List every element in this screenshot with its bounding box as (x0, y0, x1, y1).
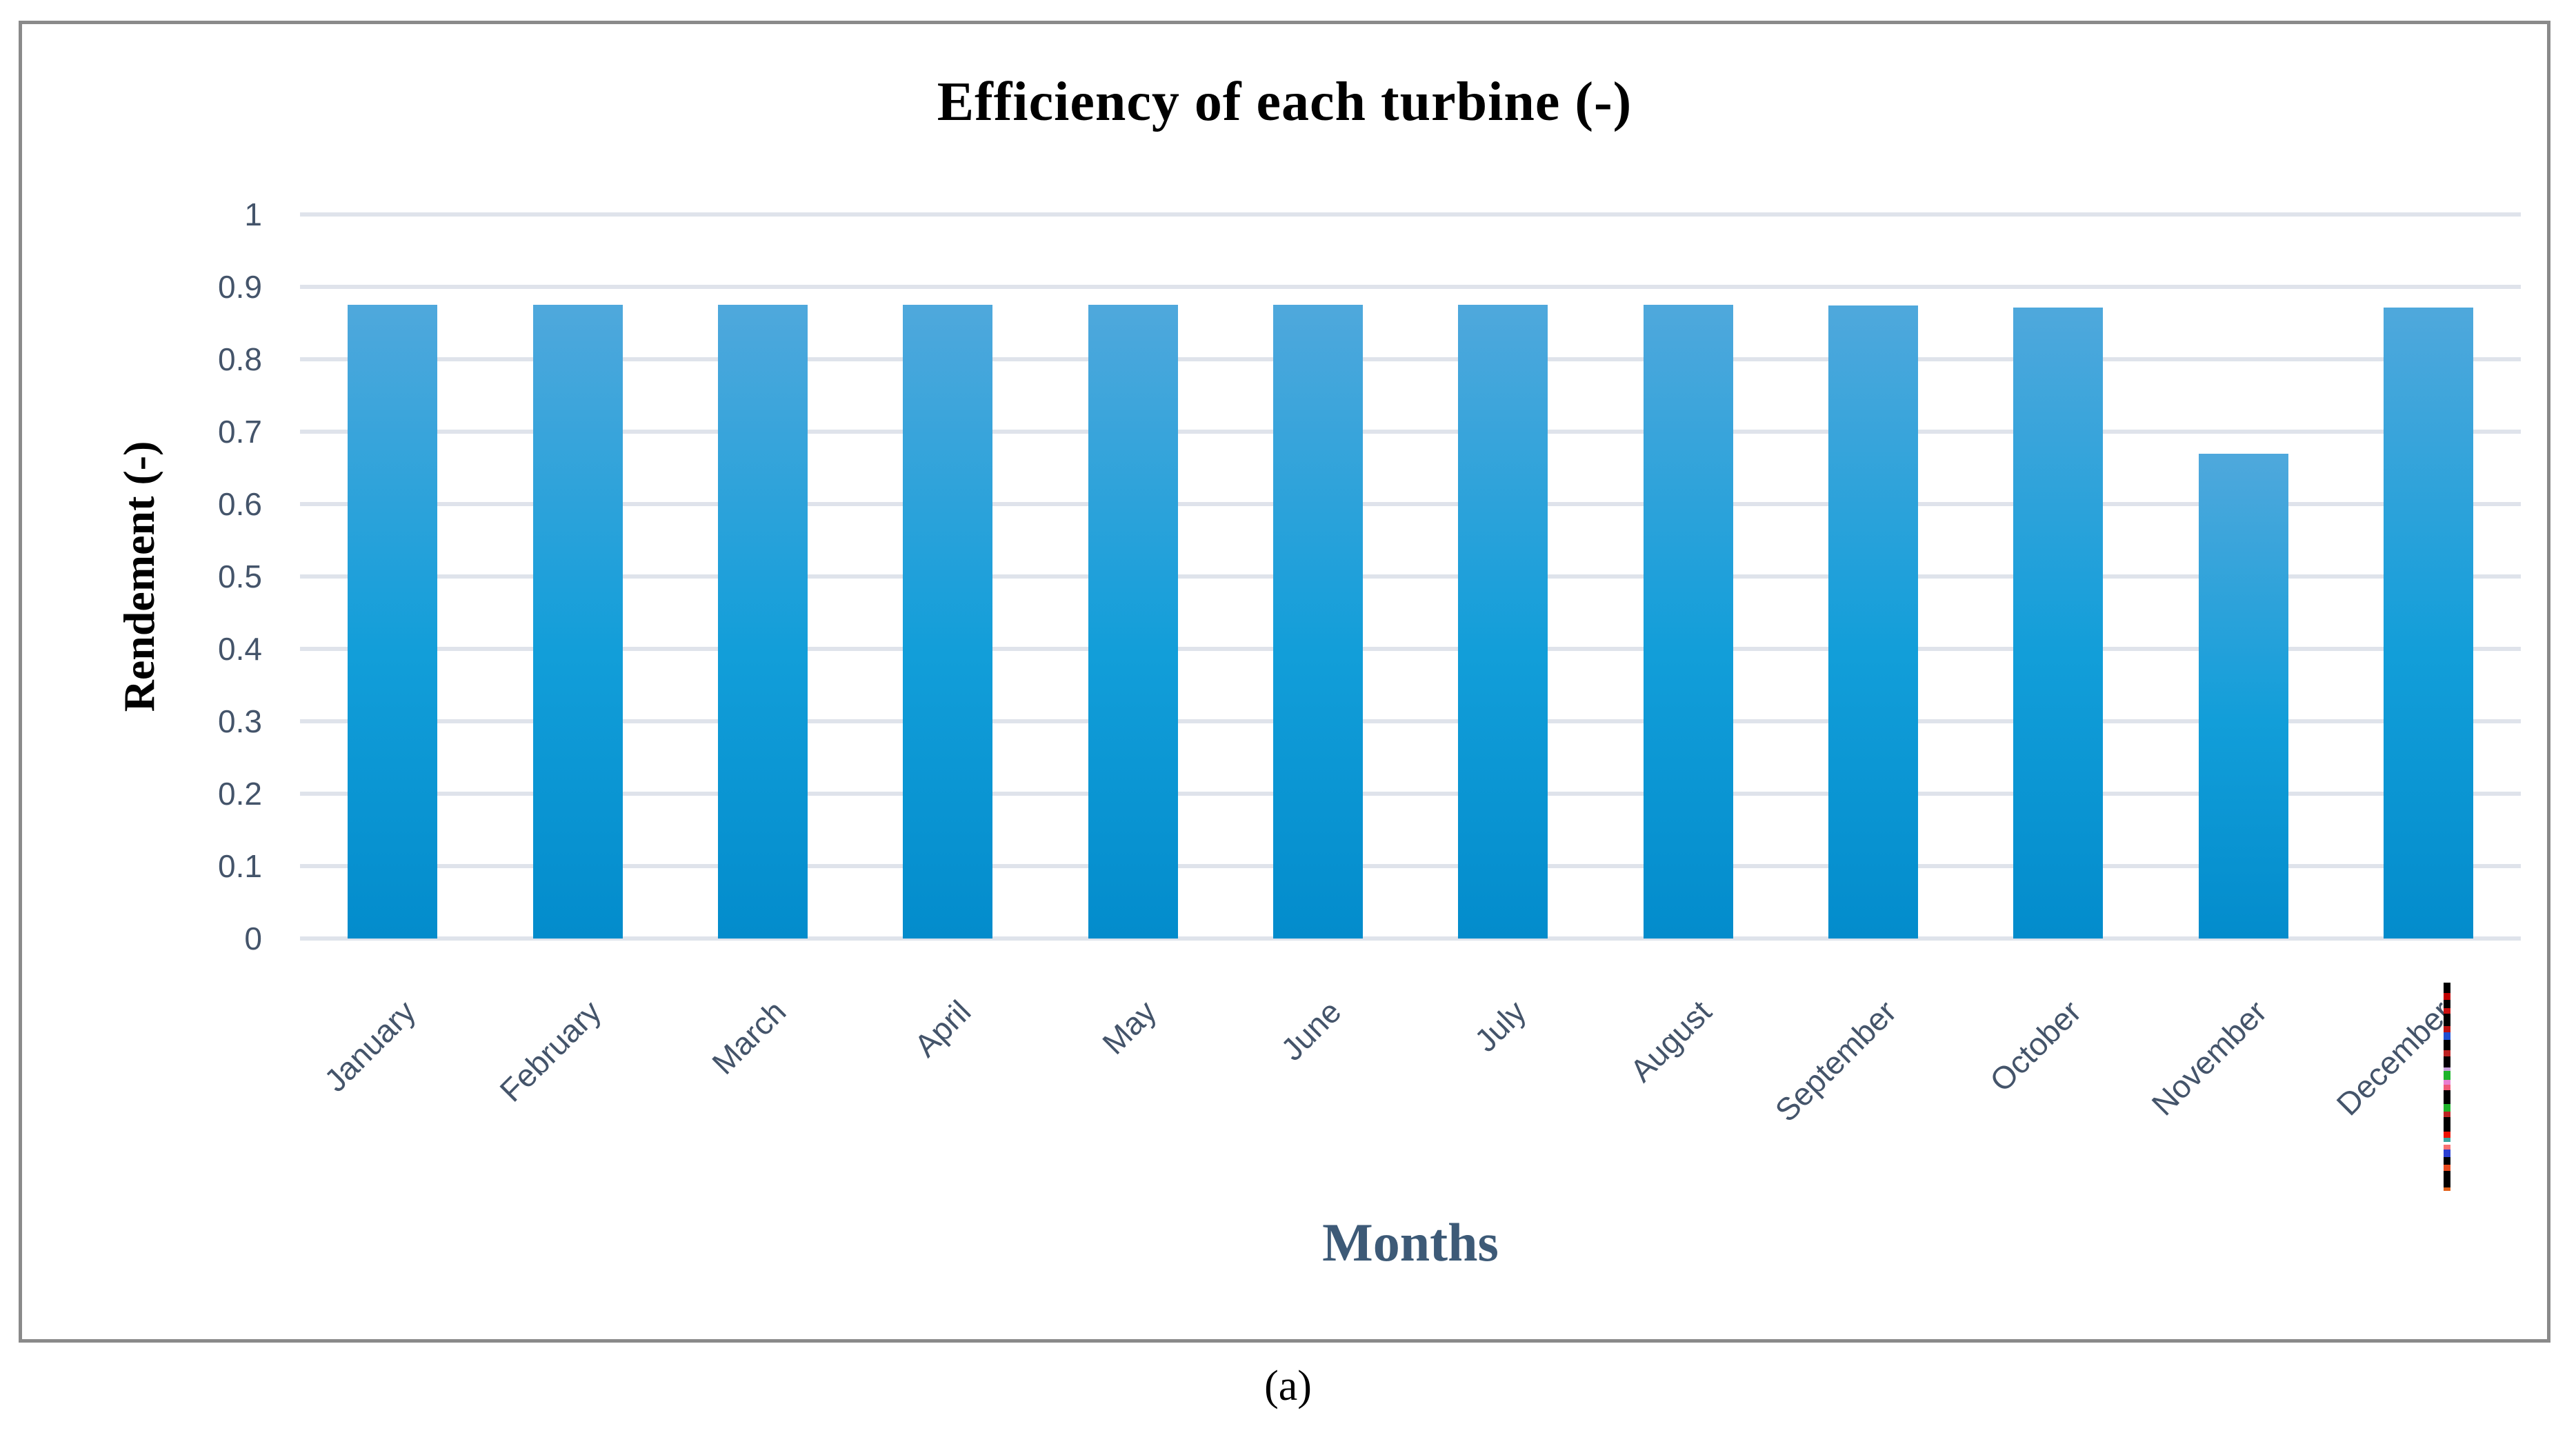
gridline-y-0.7 (300, 430, 2521, 434)
x-tick-label-september: September (1768, 993, 1904, 1129)
x-tick-label-june: June (1273, 993, 1348, 1067)
x-tick-label-december: December (2329, 993, 2459, 1123)
edge-mark-segment-23 (2444, 1156, 2450, 1165)
gridline-y-0.2 (300, 792, 2521, 796)
edge-mark-segment-26 (2444, 1187, 2450, 1192)
x-tick-label-july: July (1467, 993, 1533, 1059)
edge-mark-segment-6 (2444, 1032, 2450, 1041)
bar-december (2383, 308, 2473, 939)
x-tick-label-january: January (317, 993, 423, 1099)
chart-frame: Efficiency of each turbine (-) Rendement… (19, 21, 2550, 1343)
x-tick-label-may: May (1095, 993, 1163, 1061)
y-tick-label-0.2: 0.2 (218, 776, 262, 812)
edge-mark-segment-13 (2444, 1084, 2450, 1090)
edge-color-mark (2444, 983, 2450, 1192)
y-tick-label-0.1: 0.1 (218, 848, 262, 884)
edge-mark-segment-19 (2444, 1138, 2450, 1142)
y-tick-label-0.7: 0.7 (218, 414, 262, 450)
chart-title: Efficiency of each turbine (-) (937, 72, 1633, 132)
bar-november (2198, 453, 2288, 939)
bar-february (532, 305, 623, 939)
gridline-y-0.3 (300, 719, 2521, 723)
edge-mark-segment-0 (2444, 983, 2450, 994)
gridline-y-0.8 (300, 357, 2521, 361)
edge-mark-segment-7 (2444, 1040, 2450, 1051)
gridline-y-0.1 (300, 864, 2521, 868)
edge-mark-segment-4 (2444, 1014, 2450, 1026)
y-tick-label-0.8: 0.8 (218, 341, 262, 377)
edge-mark-segment-15 (2444, 1104, 2450, 1112)
gridline-y-1 (300, 212, 2521, 217)
gridline-y-0.4 (300, 647, 2521, 651)
gridline-y-0.5 (300, 574, 2521, 579)
y-tick-label-0.4: 0.4 (218, 631, 262, 667)
edge-mark-segment-21 (2444, 1145, 2450, 1150)
x-tick-label-november: November (2144, 993, 2273, 1123)
edge-mark-segment-12 (2444, 1079, 2450, 1085)
y-tick-label-0: 0 (244, 921, 262, 956)
bar-september (1828, 305, 1918, 939)
gridline-y-0.6 (300, 502, 2521, 506)
y-tick-label-0.9: 0.9 (218, 269, 262, 305)
x-tick-label-august: August (1622, 993, 1718, 1089)
edge-mark-segment-14 (2444, 1090, 2450, 1105)
bar-march (717, 305, 808, 939)
gridline-y-0.9 (300, 285, 2521, 289)
bar-april (903, 305, 993, 939)
bar-august (1643, 305, 1733, 939)
edge-mark-segment-1 (2444, 993, 2450, 1000)
edge-mark-segment-9 (2444, 1056, 2450, 1067)
edge-mark-segment-20 (2444, 1141, 2450, 1145)
edge-mark-segment-16 (2444, 1112, 2450, 1118)
y-tick-label-0.5: 0.5 (218, 559, 262, 594)
x-tick-label-march: March (705, 993, 793, 1081)
bar-may (1088, 305, 1178, 939)
figure-caption: (a) (1264, 1363, 1312, 1409)
edge-mark-segment-5 (2444, 1025, 2450, 1033)
bar-october (2013, 308, 2104, 939)
edge-mark-segment-10 (2444, 1067, 2450, 1072)
bar-june (1272, 305, 1363, 939)
edge-mark-segment-22 (2444, 1149, 2450, 1157)
y-tick-label-1: 1 (244, 197, 262, 232)
edge-mark-segment-18 (2444, 1131, 2450, 1138)
edge-mark-segment-17 (2444, 1117, 2450, 1132)
y-tick-label-0.6: 0.6 (218, 486, 262, 522)
edge-mark-segment-3 (2444, 1007, 2450, 1014)
y-tick-label-0.3: 0.3 (218, 703, 262, 739)
edge-mark-segment-11 (2444, 1071, 2450, 1080)
edge-mark-segment-2 (2444, 999, 2450, 1008)
bar-january (348, 305, 438, 939)
x-axis-title: Months (1322, 1212, 1499, 1272)
edge-mark-segment-25 (2444, 1171, 2450, 1187)
x-tick-label-february: February (492, 993, 608, 1109)
x-tick-label-october: October (1983, 993, 2088, 1099)
edge-mark-segment-24 (2444, 1164, 2450, 1172)
gridline-y-0 (300, 936, 2521, 941)
plot-area (300, 212, 2521, 941)
edge-mark-segment-8 (2444, 1050, 2450, 1056)
bar-july (1458, 305, 1548, 939)
x-tick-label-april: April (907, 993, 978, 1064)
